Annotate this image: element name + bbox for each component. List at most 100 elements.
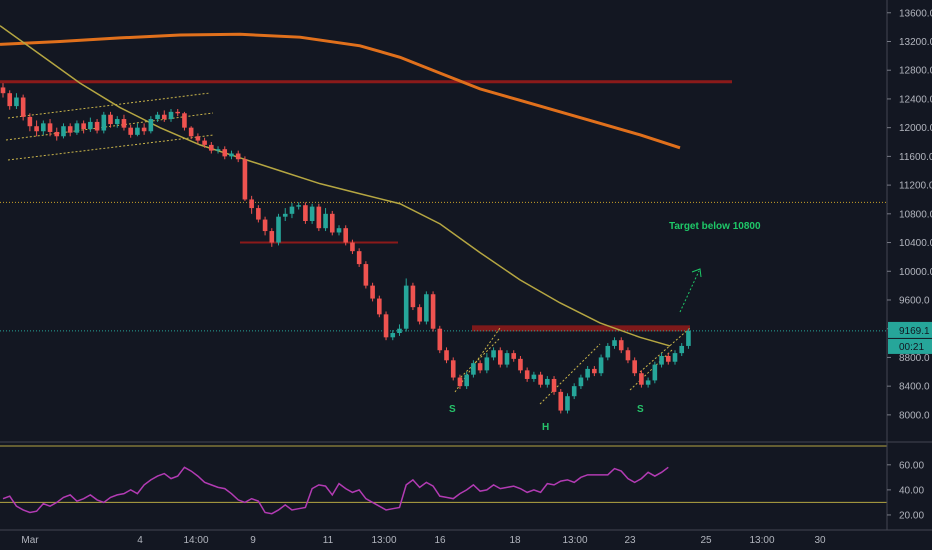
candle <box>531 371 537 382</box>
countdown-tag <box>888 338 932 354</box>
candle-body <box>424 294 429 322</box>
candle-body <box>457 377 463 387</box>
candle-body <box>565 396 570 411</box>
candle-body <box>450 360 456 378</box>
candle <box>545 376 550 388</box>
candle-body <box>229 153 234 157</box>
candle <box>511 350 517 362</box>
price-tick-label: 10000.0 <box>899 267 932 278</box>
rsi-panel <box>0 445 887 515</box>
candle-body <box>155 114 160 120</box>
candle-body <box>524 370 530 379</box>
candle-body <box>491 350 496 358</box>
candle <box>296 202 301 210</box>
candle-body <box>209 144 214 151</box>
candle-body <box>128 127 133 135</box>
candle <box>336 225 342 236</box>
candle <box>652 361 658 384</box>
candle <box>491 347 496 361</box>
candle-body <box>538 374 543 385</box>
head-label: H <box>542 422 549 433</box>
candle-body <box>256 208 261 220</box>
candle <box>94 119 100 134</box>
pattern-trendline-4 <box>639 327 691 373</box>
candle <box>397 324 402 336</box>
candle <box>578 374 584 390</box>
candle <box>457 374 463 390</box>
candle-body <box>531 374 537 379</box>
candle-body <box>0 87 6 94</box>
candle-body <box>47 123 53 132</box>
pattern-trendline-1 <box>457 337 501 381</box>
time-tick-label: 9 <box>250 535 256 546</box>
candle-body <box>41 123 46 132</box>
target-arrow-head <box>691 268 702 278</box>
candle-body <box>121 119 127 128</box>
candle <box>444 347 449 364</box>
candle-body <box>578 377 584 387</box>
candle <box>471 360 476 378</box>
candle-body <box>74 123 80 133</box>
candle <box>229 150 234 160</box>
candle-body <box>269 231 275 243</box>
candle-body <box>618 340 624 351</box>
candle <box>417 304 422 325</box>
time-tick-label: Mar <box>21 535 39 546</box>
candle-body <box>518 358 523 371</box>
candle <box>639 370 644 388</box>
candle <box>625 347 631 364</box>
candle <box>262 216 268 236</box>
candle <box>249 195 254 214</box>
candle-body <box>686 330 691 346</box>
rsi-tick-label: 40.00 <box>899 485 924 496</box>
candle <box>148 116 154 134</box>
sma-fast-line <box>0 25 671 347</box>
candle <box>215 146 221 154</box>
candle <box>168 108 174 122</box>
channel-line-2 <box>7 134 215 161</box>
candle-body <box>135 127 140 135</box>
price-tick-label: 12800.0 <box>899 66 932 77</box>
candle <box>242 156 248 201</box>
time-tick-label: 30 <box>814 535 826 546</box>
price-tick-label: 12400.0 <box>899 94 932 105</box>
candle <box>155 111 160 122</box>
candle-body <box>659 355 664 365</box>
candle <box>497 347 503 368</box>
candle <box>256 205 261 223</box>
candle <box>20 94 26 121</box>
candle <box>108 111 113 128</box>
candle <box>276 213 281 246</box>
candle-body <box>141 127 147 132</box>
candle <box>128 124 133 138</box>
candle <box>67 123 73 137</box>
candle <box>592 366 597 377</box>
candle-body <box>67 126 73 133</box>
candle-body <box>316 206 322 229</box>
candle <box>363 261 369 289</box>
rsi-line <box>2 466 669 515</box>
last-price-value: 9169.1 <box>899 326 930 337</box>
candle-body <box>605 345 611 358</box>
candle <box>161 110 167 122</box>
candle <box>403 278 409 332</box>
candle-body <box>323 213 328 229</box>
candle-body <box>612 340 617 346</box>
candle <box>450 357 456 381</box>
candle <box>464 371 469 390</box>
price-tick-label: 8800.0 <box>899 353 930 364</box>
candle <box>585 366 590 381</box>
candle-body <box>282 213 288 217</box>
candle-body <box>363 264 369 286</box>
candle <box>316 203 322 232</box>
candle <box>343 225 349 246</box>
candle-body <box>195 136 201 141</box>
candle <box>618 337 624 354</box>
candle-body <box>235 153 241 160</box>
price-tick-label: 13200.0 <box>899 37 932 48</box>
candle <box>518 355 523 374</box>
candle-body <box>14 97 19 107</box>
pattern-trendline-0 <box>454 327 501 393</box>
